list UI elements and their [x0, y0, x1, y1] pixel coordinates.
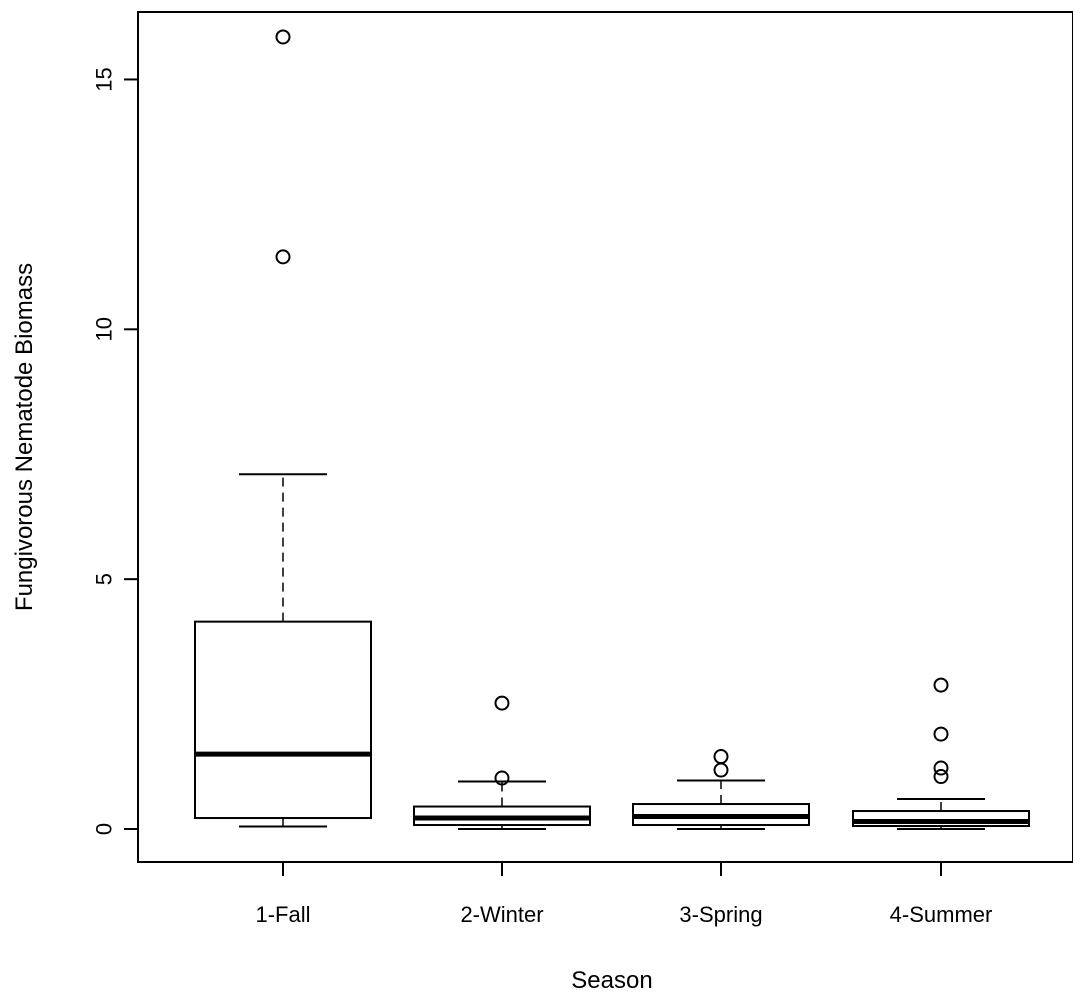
box-4-summer: [852, 677, 1030, 831]
y-tick-label: 5: [92, 573, 117, 585]
boxes: [194, 29, 1030, 831]
x-tick-label: 1-Fall: [255, 902, 310, 927]
box-1-fall: [194, 29, 372, 828]
outlier-point: [275, 29, 291, 45]
outlier-point: [713, 749, 729, 765]
y-tick-label: 10: [92, 317, 117, 341]
outlier-point: [713, 762, 729, 778]
y-tick-label: 0: [92, 823, 117, 835]
outlier-point: [933, 760, 949, 776]
x-tick-label: 2-Winter: [460, 902, 543, 927]
outlier-point: [933, 769, 949, 785]
x-tick-label: 4-Summer: [890, 902, 993, 927]
outlier-point: [494, 695, 510, 711]
x-axis: 1-Fall 2-Winter 3-Spring 4-Summer: [255, 862, 992, 927]
y-axis: 0 5 10 15: [92, 67, 139, 835]
outlier-point: [933, 726, 949, 742]
box-2-winter: [413, 695, 591, 831]
y-axis-title: Fungivorous Nematode Biomass: [11, 263, 38, 611]
box-rect: [194, 620, 372, 820]
x-axis-title: Season: [571, 967, 652, 994]
y-tick-label: 15: [92, 67, 117, 91]
x-tick-label: 3-Spring: [679, 902, 762, 927]
outlier-point: [494, 770, 510, 786]
box-3-spring: [632, 749, 810, 831]
outlier-point: [933, 677, 949, 693]
outlier-point: [275, 249, 291, 265]
